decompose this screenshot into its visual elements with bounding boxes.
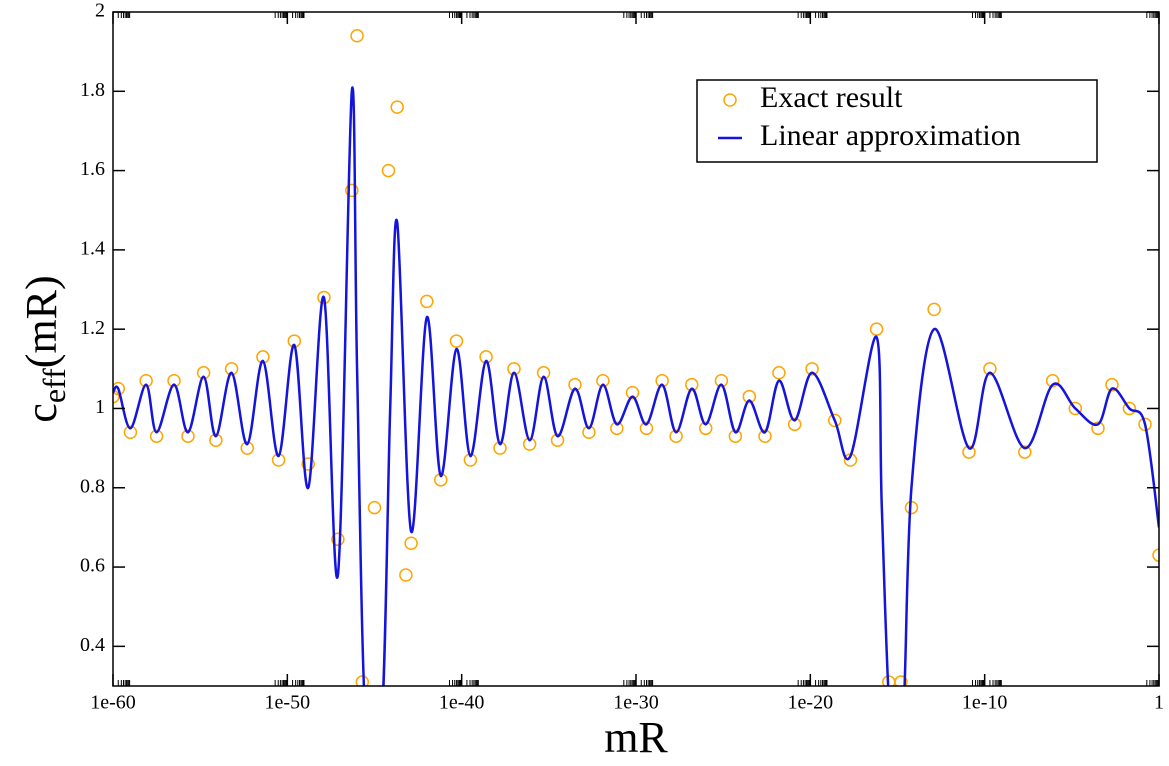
data-point — [639, 421, 654, 436]
data-point — [655, 373, 669, 388]
data-point — [390, 100, 404, 114]
data-point — [742, 389, 757, 404]
y-axis-label: ceff(mR) — [17, 275, 72, 422]
data-point — [113, 389, 120, 404]
plot-area — [113, 29, 1159, 686]
data-point — [1068, 401, 1083, 416]
y-tick-label: 1.6 — [80, 158, 105, 180]
data-point — [350, 29, 364, 43]
y-label-sub: eff — [36, 368, 72, 403]
y-label-base: c — [17, 403, 66, 423]
data-point — [685, 377, 699, 392]
data-point — [181, 429, 195, 443]
y-tick-label: 1 — [95, 396, 105, 418]
x-tick-label: 1e-10 — [962, 692, 1008, 714]
data-point — [962, 445, 976, 459]
y-tick-label: 1.2 — [80, 317, 105, 339]
data-point — [772, 366, 786, 380]
y-tick-label: 0.6 — [80, 555, 105, 577]
data-point — [224, 362, 239, 376]
y-tick-label: 1.4 — [80, 237, 105, 259]
data-point — [367, 500, 382, 515]
legend-box — [696, 79, 1098, 163]
data-point — [550, 433, 565, 447]
data-point — [139, 373, 153, 388]
y-tick-label: 2 — [95, 0, 105, 22]
data-point — [1018, 445, 1032, 459]
data-point — [404, 536, 418, 551]
data-point — [536, 366, 551, 380]
data-point — [927, 302, 941, 317]
x-tick-label: 1e-30 — [613, 692, 659, 714]
data-point — [805, 362, 819, 376]
data-point — [596, 373, 610, 388]
data-point — [420, 294, 434, 309]
data-point — [209, 433, 223, 447]
y-tick-label: 0.4 — [80, 634, 105, 656]
data-point — [758, 429, 772, 443]
data-point — [1152, 548, 1159, 562]
data-point — [698, 421, 713, 436]
data-point — [625, 385, 640, 400]
data-point — [301, 457, 315, 471]
data-point — [256, 350, 270, 364]
data-point — [196, 366, 211, 380]
data-point — [381, 163, 396, 178]
data-point — [582, 425, 596, 440]
data-point — [1122, 401, 1137, 416]
data-point — [240, 441, 254, 455]
x-axis-label: mR — [604, 713, 668, 762]
legend-label: Exact result — [760, 81, 903, 114]
x-tick-label: 1e-60 — [90, 692, 136, 714]
data-point — [1091, 421, 1105, 436]
legend-label: Linear approximation — [760, 119, 1021, 152]
data-point — [331, 532, 345, 547]
x-tick-label: 1e-40 — [439, 692, 485, 714]
data-point — [123, 425, 138, 440]
data-point — [827, 413, 842, 428]
data-point — [507, 362, 521, 376]
data-point — [728, 429, 743, 443]
data-point — [669, 429, 683, 443]
data-point — [894, 675, 908, 686]
x-tick-label: 1e-50 — [265, 692, 311, 714]
y-label-rest: (mR) — [17, 275, 66, 368]
x-tick-label: 1 — [1154, 692, 1164, 714]
data-point — [522, 437, 537, 451]
data-point — [983, 362, 997, 376]
data-point — [610, 421, 624, 436]
data-point — [449, 334, 464, 348]
data-point — [167, 373, 181, 388]
data-point — [479, 350, 493, 364]
data-point — [355, 675, 370, 686]
data-line — [113, 86, 1159, 686]
data-point — [1105, 377, 1119, 392]
legend-symbol — [723, 93, 737, 107]
x-tick-label: 1e-20 — [788, 692, 834, 714]
data-point — [113, 381, 125, 396]
y-tick-label: 0.8 — [80, 475, 105, 497]
data-point — [1045, 373, 1060, 388]
data-point — [149, 429, 164, 443]
y-tick-label: 1.8 — [80, 79, 105, 101]
data-point — [787, 417, 802, 432]
data-point — [345, 183, 359, 198]
data-point — [869, 322, 884, 336]
data-point — [568, 377, 582, 392]
data-point — [399, 568, 413, 582]
data-point — [714, 373, 729, 388]
